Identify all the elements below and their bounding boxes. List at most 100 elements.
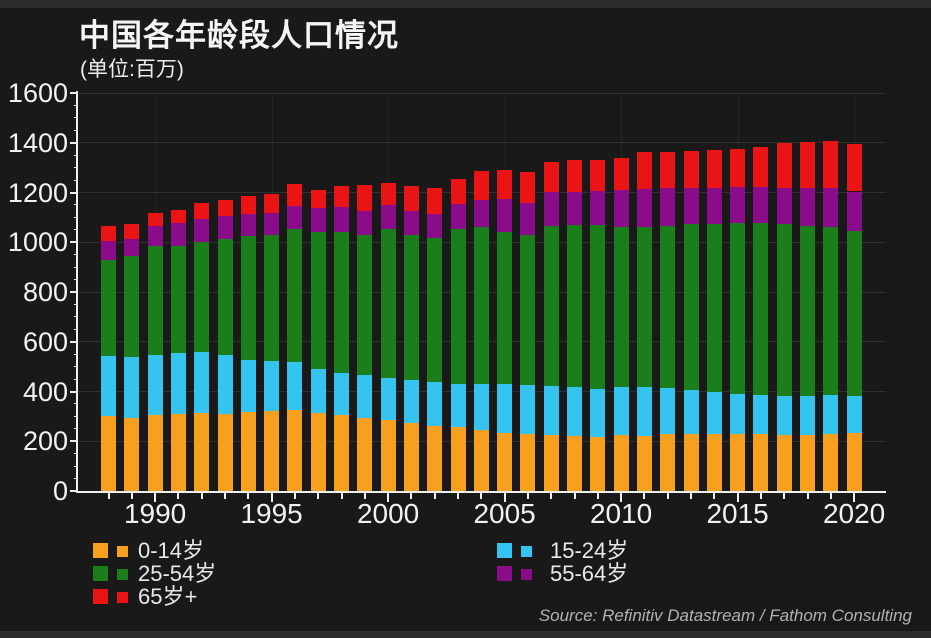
bar-2010-segment-0-14岁 <box>613 435 629 491</box>
y-major-tick <box>70 92 78 94</box>
y-gridline <box>78 142 886 144</box>
x-tick-2009 <box>596 493 599 499</box>
bar-2002-segment-0-14岁 <box>427 425 443 491</box>
bar-1994 <box>240 93 256 491</box>
bar-2004-segment-65岁+ <box>473 171 489 200</box>
bar-1992-segment-55-64岁 <box>194 218 210 243</box>
bar-1993-segment-65岁+ <box>217 199 233 217</box>
bar-2007-segment-55-64岁 <box>543 192 559 226</box>
x-axis-label-2020: 2020 <box>822 498 886 529</box>
x-tick-2014 <box>713 493 716 499</box>
bar-1998-segment-0-14岁 <box>334 415 349 491</box>
bar-2000-segment-65岁+ <box>380 182 396 206</box>
bar-1990-segment-0-14岁 <box>147 414 163 491</box>
bar-2020 <box>846 93 862 491</box>
bar-2012-segment-0-14岁 <box>660 434 676 491</box>
bar-2004-segment-0-14岁 <box>473 429 489 491</box>
bar-2011-segment-25-54岁 <box>636 226 652 387</box>
y-axis-label: 400 <box>22 376 68 407</box>
bar-2009-segment-15-24岁 <box>590 389 606 437</box>
y-major-tick <box>70 291 78 293</box>
legend-swatch-large <box>93 589 108 604</box>
bar-2014-segment-55-64岁 <box>706 187 722 225</box>
bar-2016-segment-55-64岁 <box>753 187 769 224</box>
y-axis-label: 1000 <box>7 227 68 258</box>
bar-2004-segment-55-64岁 <box>473 199 489 228</box>
bar-2018-segment-15-24岁 <box>800 395 815 435</box>
x-tick-2008 <box>573 493 576 499</box>
bar-1996 <box>287 93 303 491</box>
bar-2011-segment-65岁+ <box>636 152 652 189</box>
bar-2020-segment-15-24岁 <box>846 395 862 434</box>
x-tick-2003 <box>457 493 459 499</box>
bar-2001-segment-25-54岁 <box>403 234 419 381</box>
legend-label: 55-64岁 <box>550 561 629 586</box>
bar-2011-segment-0-14岁 <box>636 436 652 491</box>
bar-2012-segment-55-64岁 <box>660 188 676 226</box>
bar-2008-segment-25-54岁 <box>567 225 582 388</box>
y-major-tick <box>70 390 78 393</box>
bar-2013-segment-55-64岁 <box>683 187 699 225</box>
bar-2002-segment-55-64岁 <box>427 213 443 238</box>
bar-1990-segment-55-64岁 <box>147 226 163 247</box>
x-axis-label-2005: 2005 <box>473 498 536 529</box>
bar-2014-segment-65岁+ <box>706 150 722 188</box>
bar-2008-segment-0-14岁 <box>567 435 582 491</box>
bar-1991-segment-25-54岁 <box>170 245 186 353</box>
x-tick-2006 <box>526 493 529 499</box>
bar-2016-segment-0-14岁 <box>753 434 769 491</box>
bar-2002-segment-25-54岁 <box>427 237 443 382</box>
bar-2004 <box>473 93 489 491</box>
x-tick-2007 <box>550 493 553 499</box>
bar-2019-segment-25-54岁 <box>823 227 839 396</box>
x-tick-2019 <box>829 493 832 499</box>
bar-2013-segment-0-14岁 <box>683 433 699 491</box>
bar-1988-segment-0-14岁 <box>101 416 116 491</box>
bar-2005-segment-65岁+ <box>497 170 513 200</box>
bar-1994-segment-0-14岁 <box>240 412 256 491</box>
bar-2020-segment-65岁+ <box>846 144 862 192</box>
bar-2010-segment-65岁+ <box>613 158 629 190</box>
legend-label: 15-24岁 <box>550 538 629 563</box>
legend-swatch-small <box>521 546 532 557</box>
bar-2007-segment-0-14岁 <box>543 434 559 491</box>
bar-1993-segment-25-54岁 <box>217 239 233 355</box>
bar-1993-segment-0-14岁 <box>217 413 233 491</box>
bar-2013-segment-15-24岁 <box>683 390 699 434</box>
bar-1996-segment-65岁+ <box>287 183 303 206</box>
bar-2017-segment-25-54岁 <box>776 224 792 396</box>
x-tick-1996 <box>293 493 296 499</box>
bar-2017-segment-0-14岁 <box>776 434 792 491</box>
source-attribution: Source: Refinitiv Datastream / Fathom Co… <box>538 606 912 625</box>
bar-2009 <box>590 93 606 491</box>
bar-2001-segment-15-24岁 <box>403 380 419 424</box>
bar-1999-segment-65岁+ <box>357 185 373 211</box>
bar-2000-segment-25-54岁 <box>380 229 396 378</box>
bar-1994-segment-25-54岁 <box>240 235 256 360</box>
x-tick-2015 <box>736 493 739 502</box>
bar-2006-segment-25-54岁 <box>520 235 536 385</box>
window-edge-top <box>0 0 931 8</box>
bar-2016-segment-65岁+ <box>753 146 769 188</box>
bar-2001-segment-65岁+ <box>403 186 419 211</box>
bar-2012-segment-65岁+ <box>660 151 676 189</box>
bar-2015-segment-65岁+ <box>730 149 746 187</box>
bar-1996-segment-0-14岁 <box>287 410 303 491</box>
x-axis-label-1995: 1995 <box>240 498 303 529</box>
bar-2010 <box>613 93 629 491</box>
legend-swatch-small <box>117 592 128 603</box>
bar-2009-segment-55-64岁 <box>590 190 606 226</box>
chart-title: 中国各年龄段人口情况 <box>79 18 399 53</box>
y-major-tick <box>70 141 78 144</box>
bar-2017 <box>776 93 792 491</box>
bar-2002-segment-65岁+ <box>427 188 443 214</box>
bar-2009-segment-65岁+ <box>590 159 606 191</box>
bar-2008-segment-15-24岁 <box>567 387 582 436</box>
bar-2019-segment-15-24岁 <box>823 395 839 435</box>
bar-1990-segment-25-54岁 <box>147 246 163 355</box>
bar-1997-segment-65岁+ <box>310 189 326 209</box>
y-major-tick <box>70 241 78 244</box>
bar-2013-segment-65岁+ <box>683 151 699 188</box>
bar-2015-segment-15-24岁 <box>730 393 746 435</box>
